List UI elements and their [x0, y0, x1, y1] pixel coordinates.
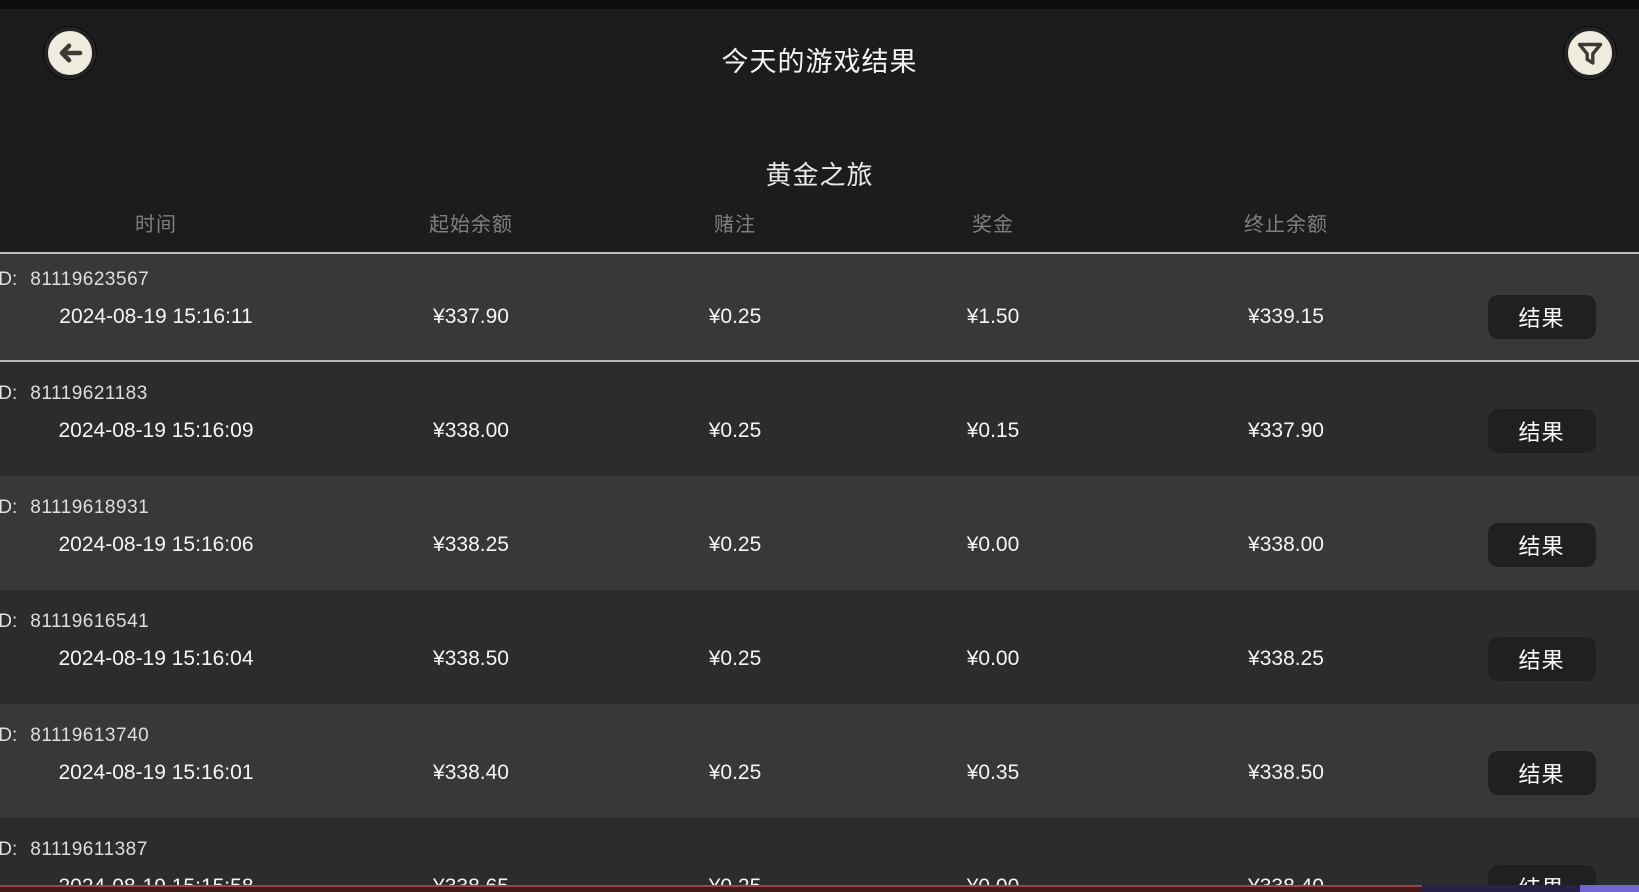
column-header-start-balance: 起始余额 — [429, 214, 513, 236]
row-time: 2024-08-19 15:16:11 — [59, 305, 253, 328]
row-id-number: 81119621183 — [30, 383, 148, 404]
row-id-prefix: ID: — [0, 611, 18, 632]
row-prize: ¥0.15 — [966, 419, 1020, 442]
column-header-prize: 奖金 — [972, 214, 1014, 236]
row-id: ID: 81119616541 — [0, 590, 1639, 634]
result-row: ID: 81119616541 2024-08-19 15:16:04 ¥338.… — [0, 590, 1639, 704]
row-action-cell: 结果 — [1426, 751, 1639, 795]
page-title: 今天的游戏结果 — [721, 47, 918, 77]
row-end-balance: ¥338.25 — [1248, 647, 1324, 670]
bottom-progress-bar — [0, 885, 1639, 892]
row-action-cell: 结果 — [1426, 523, 1639, 567]
row-id-number: 81119613740 — [30, 725, 150, 746]
column-header-action — [1426, 208, 1639, 237]
result-button[interactable]: 结果 — [1487, 751, 1596, 795]
row-start-balance: ¥338.50 — [433, 647, 509, 670]
row-prize: ¥0.00 — [966, 533, 1020, 556]
row-id: ID: 81119613740 — [0, 704, 1639, 748]
row-start-balance: ¥337.90 — [433, 305, 509, 328]
filter-funnel-icon — [1575, 38, 1605, 68]
row-data: 2024-08-19 15:16:11 ¥337.90 ¥0.25 ¥1.50 … — [0, 295, 1639, 339]
row-id-number: 81119618931 — [30, 497, 150, 518]
row-prize: ¥0.35 — [966, 761, 1020, 784]
row-id-prefix: ID: — [0, 725, 18, 746]
row-prize: ¥0.00 — [966, 647, 1020, 670]
row-id: ID: 81119618931 — [0, 476, 1639, 520]
result-button[interactable]: 结果 — [1487, 523, 1596, 567]
row-prize: ¥1.50 — [966, 305, 1020, 328]
row-end-balance: ¥338.50 — [1248, 761, 1324, 784]
row-bet: ¥0.25 — [708, 419, 762, 442]
row-end-balance: ¥337.90 — [1248, 419, 1324, 442]
row-action-cell: 结果 — [1426, 637, 1639, 681]
result-row: ID: 81119613740 2024-08-19 15:16:01 ¥338.… — [0, 704, 1639, 818]
row-id-prefix: ID: — [0, 383, 18, 404]
row-time: 2024-08-19 15:16:09 — [58, 419, 254, 442]
game-title: 黄金之旅 — [765, 160, 874, 190]
row-end-balance: ¥338.00 — [1248, 533, 1324, 556]
row-id: ID: 81119623567 — [0, 254, 1639, 292]
row-action-cell: 结果 — [1426, 409, 1639, 453]
row-start-balance: ¥338.00 — [433, 419, 509, 442]
row-data: 2024-08-19 15:16:01 ¥338.40 ¥0.25 ¥0.35 … — [0, 751, 1639, 795]
row-start-balance: ¥338.40 — [433, 761, 509, 784]
row-bet: ¥0.25 — [708, 533, 762, 556]
row-bet: ¥0.25 — [708, 761, 762, 784]
row-id-number: 81119623567 — [30, 269, 150, 290]
progress-bar-dark-purple-segment — [1422, 885, 1580, 892]
row-id: ID: 81119611387 — [0, 818, 1639, 862]
row-id-number: 81119616541 — [30, 611, 150, 632]
row-data: 2024-08-19 15:16:06 ¥338.25 ¥0.25 ¥0.00 … — [0, 523, 1639, 567]
row-end-balance: ¥339.15 — [1248, 305, 1324, 328]
result-button[interactable]: 结果 — [1487, 295, 1596, 339]
top-strip — [0, 0, 1639, 9]
row-time: 2024-08-19 15:16:06 — [58, 533, 254, 556]
row-id-prefix: ID: — [0, 269, 18, 290]
result-row: ID: 81119623567 2024-08-19 15:16:11 ¥337.… — [0, 254, 1639, 362]
row-time: 2024-08-19 15:16:04 — [58, 647, 254, 670]
results-list: ID: 81119623567 2024-08-19 15:16:11 ¥337.… — [0, 252, 1639, 892]
arrow-left-icon — [55, 38, 85, 68]
result-button[interactable]: 结果 — [1487, 637, 1596, 681]
row-id-prefix: ID: — [0, 497, 18, 518]
row-data: 2024-08-19 15:16:09 ¥338.00 ¥0.25 ¥0.15 … — [0, 409, 1639, 453]
filter-button[interactable] — [1564, 27, 1616, 79]
result-row: ID: 81119621183 2024-08-19 15:16:09 ¥338.… — [0, 362, 1639, 476]
progress-bar-red-segment — [0, 885, 1422, 892]
row-bet: ¥0.25 — [708, 305, 762, 328]
row-bet: ¥0.25 — [708, 647, 762, 670]
result-row: ID: 81119618931 2024-08-19 15:16:06 ¥338.… — [0, 476, 1639, 590]
row-id-number: 81119611387 — [30, 839, 148, 860]
row-id: ID: 81119621183 — [0, 362, 1639, 406]
result-button[interactable]: 结果 — [1487, 409, 1596, 453]
progress-bar-bright-purple-segment — [1580, 885, 1639, 892]
row-data: 2024-08-19 15:16:04 ¥338.50 ¥0.25 ¥0.00 … — [0, 637, 1639, 681]
row-action-cell: 结果 — [1426, 295, 1639, 339]
table-header-row: 时间 起始余额 赌注 奖金 终止余额 — [0, 208, 1639, 237]
column-header-bet: 赌注 — [714, 214, 756, 236]
column-header-time: 时间 — [135, 214, 177, 236]
row-start-balance: ¥338.25 — [433, 533, 509, 556]
row-time: 2024-08-19 15:16:01 — [58, 761, 254, 784]
result-row: ID:81119611387 2024-08-19 15:15:58 ¥338.… — [0, 818, 1639, 892]
row-id-prefix: ID: — [0, 839, 18, 860]
column-header-end-balance: 终止余额 — [1244, 214, 1328, 236]
back-button[interactable] — [44, 27, 96, 79]
